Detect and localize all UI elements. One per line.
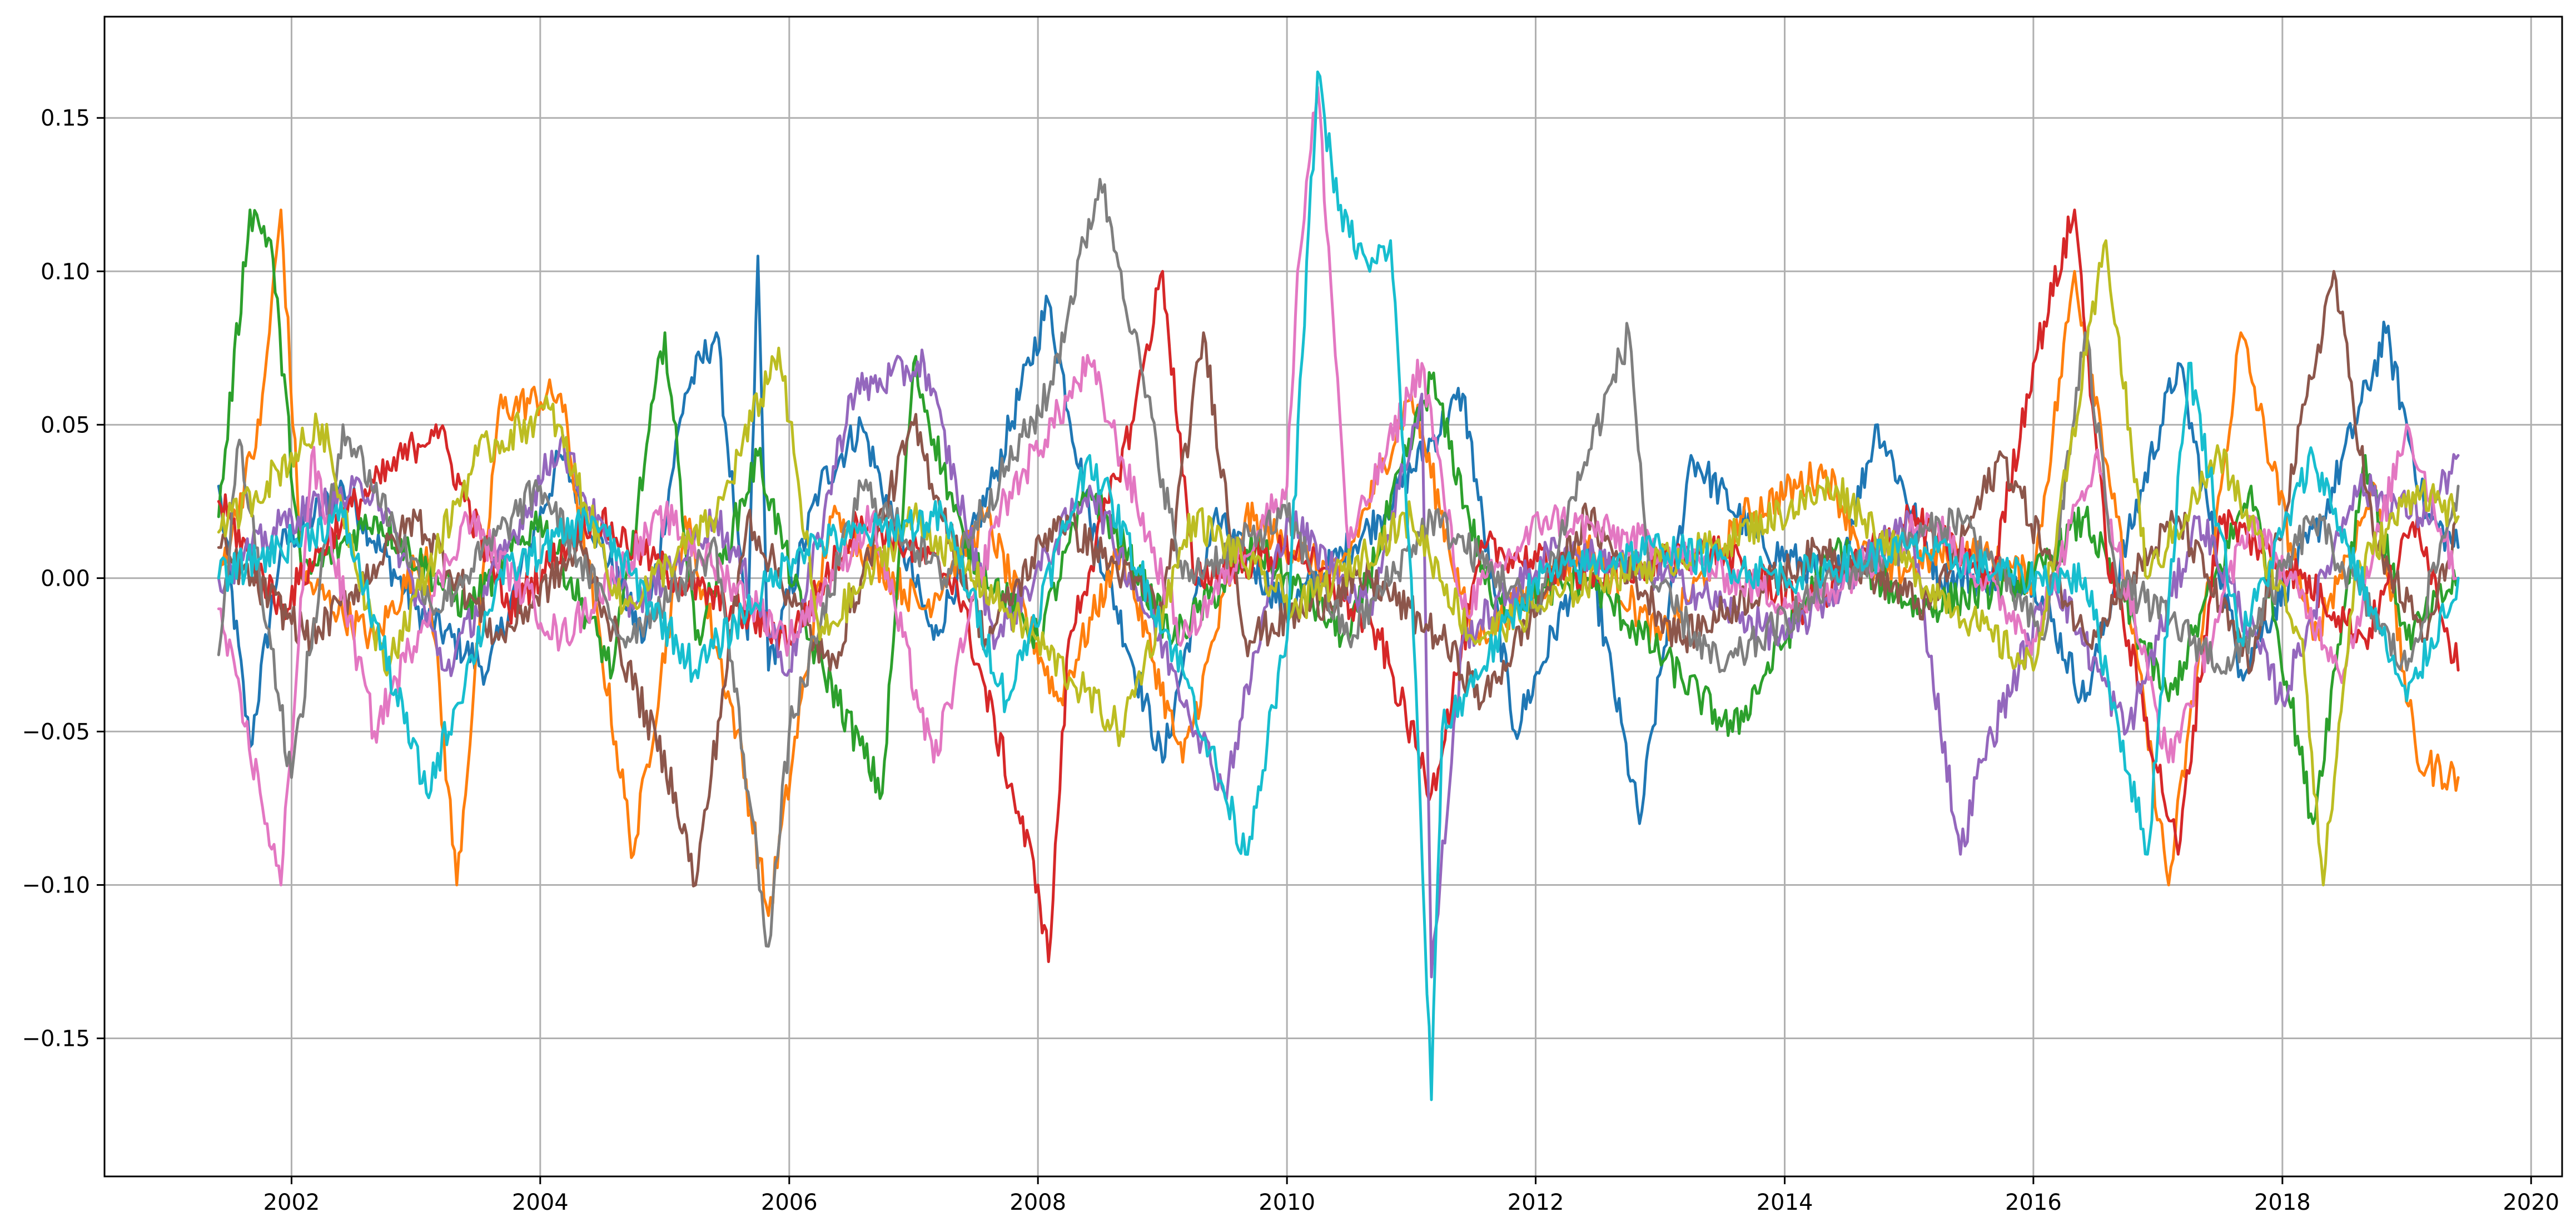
x-tick-label: 2008 xyxy=(1009,1190,1066,1215)
y-tick-label: 0.15 xyxy=(41,106,90,131)
series-layer xyxy=(217,70,2460,1101)
series-line-10 xyxy=(217,70,2460,1101)
x-tick-label: 2018 xyxy=(2254,1190,2311,1215)
y-tick-label: −0.05 xyxy=(22,719,90,745)
x-tick-label: 2010 xyxy=(1259,1190,1315,1215)
x-tick-label: 2014 xyxy=(1757,1190,1813,1215)
y-tick-label: 0.05 xyxy=(41,412,90,438)
axes-frame xyxy=(103,16,2563,1178)
series-line-7 xyxy=(217,86,2460,886)
series-line-5 xyxy=(217,348,2460,979)
series-line-6 xyxy=(217,270,2460,887)
x-tick-label: 2006 xyxy=(761,1190,818,1215)
y-tick-label: −0.15 xyxy=(22,1026,90,1052)
tick-layer: 2002 2004 2006 2008 2010 2012 2014 2016 2018 2020… xyxy=(22,106,2559,1215)
y-tick-label: 0.10 xyxy=(41,259,90,285)
x-tick-label: 2002 xyxy=(263,1190,320,1215)
x-tick-label: 2004 xyxy=(512,1190,569,1215)
x-tick-label: 2012 xyxy=(1508,1190,1564,1215)
x-tick-label: 2020 xyxy=(2503,1190,2559,1215)
y-tick-label: 0.00 xyxy=(41,566,90,591)
y-tick-label: −0.10 xyxy=(22,872,90,898)
x-tick-label: 2016 xyxy=(2005,1190,2062,1215)
series-line-8 xyxy=(217,178,2460,948)
